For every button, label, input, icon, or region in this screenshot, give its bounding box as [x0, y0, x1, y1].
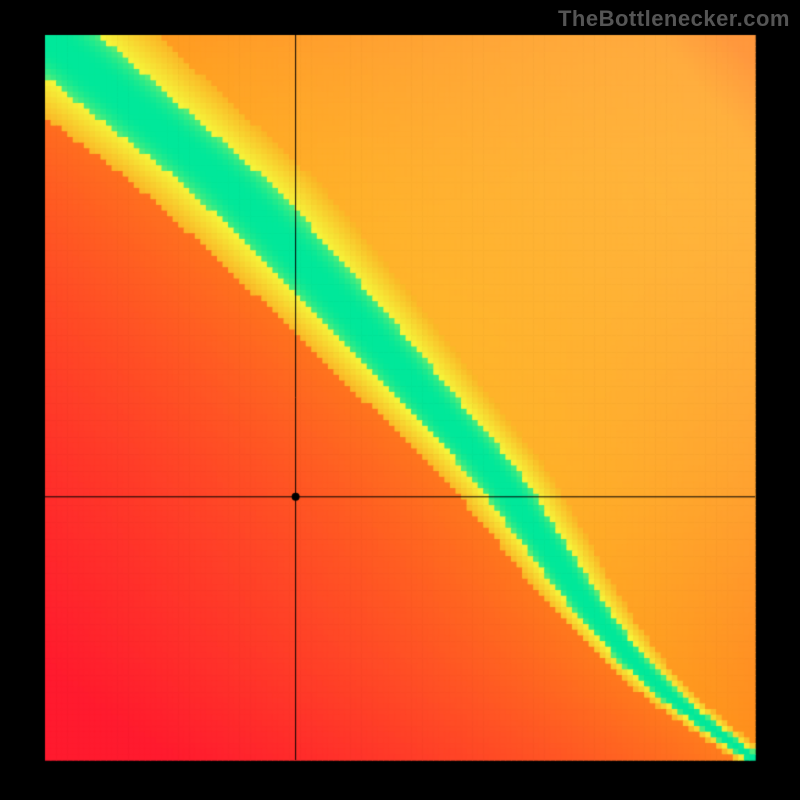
chart-container: TheBottlenecker.com	[0, 0, 800, 800]
heatmap-canvas	[0, 0, 800, 800]
watermark-label: TheBottlenecker.com	[558, 6, 790, 32]
